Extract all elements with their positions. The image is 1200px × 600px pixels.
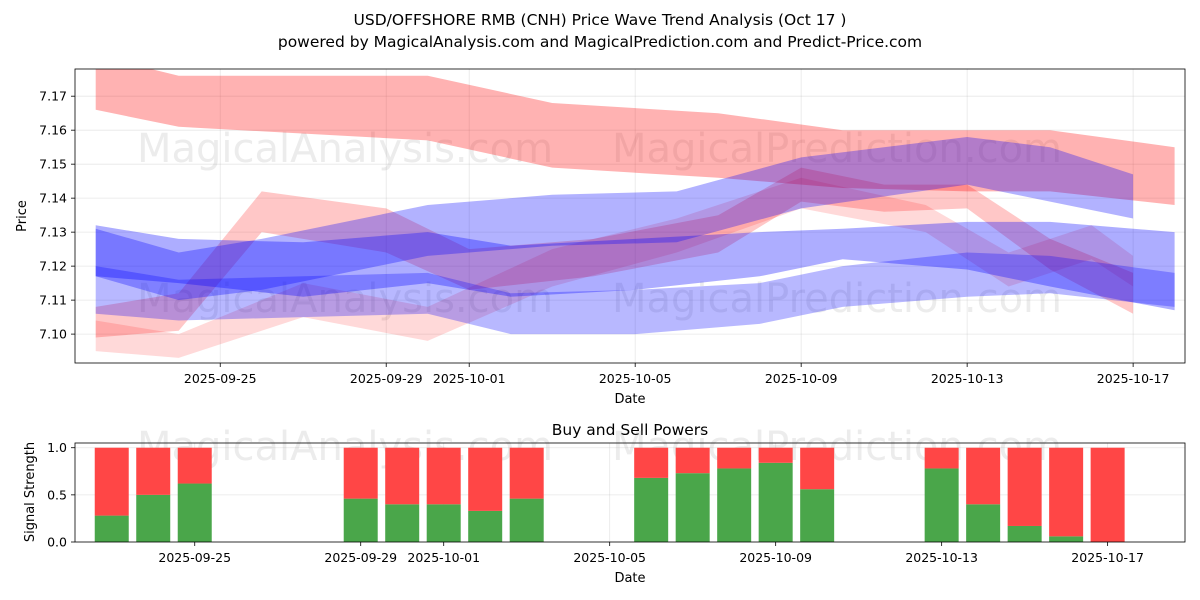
signal-x-tick-label: 2025-09-25 bbox=[158, 550, 231, 565]
sell-power-bar bbox=[1007, 447, 1042, 526]
sell-power-bar bbox=[966, 447, 1001, 505]
price-x-axis-label: Date bbox=[614, 392, 645, 407]
price-y-tick-label: 7.10 bbox=[39, 327, 67, 342]
price-x-tick-label: 2025-10-09 bbox=[765, 371, 838, 386]
buy-power-bar bbox=[675, 473, 710, 542]
price-plot-grid bbox=[75, 69, 1185, 363]
buy-power-bar bbox=[509, 498, 544, 542]
price-x-tick-label: 2025-09-29 bbox=[350, 371, 423, 386]
chart-title: USD/OFFSHORE RMB (CNH) Price Wave Trend … bbox=[354, 11, 847, 29]
buy-sell-y-axis-label: Signal Strength bbox=[23, 442, 38, 542]
signal-x-tick-label: 2025-10-17 bbox=[1071, 550, 1144, 565]
buy-power-bar bbox=[1007, 525, 1042, 542]
watermark-magicalanalysis: MagicalAnalysis.com bbox=[137, 276, 553, 322]
signal-x-tick-label: 2025-10-09 bbox=[739, 550, 812, 565]
sell-power-bar bbox=[758, 447, 793, 463]
price-plot-watermarks: MagicalAnalysis.com MagicalPrediction.co… bbox=[137, 126, 1062, 322]
buy-power-bar bbox=[177, 483, 212, 542]
buy-power-bar bbox=[94, 515, 129, 542]
price-x-tick-label: 2025-10-17 bbox=[1097, 371, 1170, 386]
price-y-axis-label: Price bbox=[15, 200, 30, 232]
sell-power-bar bbox=[675, 447, 710, 474]
price-plot-ticks: 2025-09-25 2025-09-29 2025-10-01 2025-10-05… bbox=[39, 89, 1169, 386]
chart-subtitle: powered by MagicalAnalysis.com and Magic… bbox=[278, 33, 922, 51]
sell-power-bar bbox=[509, 447, 544, 499]
signal-y-tick-label: 1.0 bbox=[47, 440, 67, 455]
buy-power-bar bbox=[758, 462, 793, 542]
buy-power-bar bbox=[343, 498, 378, 542]
signal-y-tick-label: 0.5 bbox=[47, 487, 67, 502]
sell-power-bar bbox=[1090, 447, 1125, 542]
sell-power-bar bbox=[800, 447, 835, 490]
wave-band-red bbox=[95, 167, 1134, 338]
price-y-tick-label: 7.12 bbox=[39, 259, 67, 274]
buy-power-bar bbox=[1049, 536, 1084, 542]
buy-power-bar bbox=[468, 510, 503, 542]
watermark-magicalprediction: MagicalPrediction.com bbox=[612, 276, 1062, 322]
price-wave-series bbox=[95, 69, 1175, 358]
price-y-tick-label: 7.11 bbox=[39, 293, 67, 308]
wave-band-blue bbox=[95, 252, 1175, 335]
sell-power-bar bbox=[1049, 447, 1084, 537]
wave-band-red bbox=[95, 69, 1175, 205]
watermark-magicalprediction: MagicalPrediction.com bbox=[612, 126, 1062, 172]
buy-sell-ticks: 2025-09-25 2025-09-29 2025-10-01 2025-10-05… bbox=[47, 440, 1144, 565]
price-y-tick-label: 7.14 bbox=[39, 191, 67, 206]
price-y-tick-label: 7.16 bbox=[39, 123, 67, 138]
wave-band-blue bbox=[95, 221, 1175, 311]
buy-power-bar bbox=[385, 504, 420, 542]
price-x-tick-label: 2025-10-01 bbox=[433, 371, 506, 386]
buy-power-bar bbox=[966, 504, 1001, 542]
sell-power-bar bbox=[177, 447, 212, 484]
signal-x-tick-label: 2025-10-01 bbox=[407, 550, 480, 565]
price-wave-plot: MagicalAnalysis.com MagicalPrediction.co… bbox=[15, 68, 1186, 407]
buy-sell-bars bbox=[94, 447, 1125, 542]
buy-power-bar bbox=[717, 468, 752, 542]
price-x-tick-label: 2025-09-25 bbox=[184, 371, 257, 386]
signal-x-tick-label: 2025-10-05 bbox=[573, 550, 646, 565]
price-x-tick-label: 2025-10-13 bbox=[931, 371, 1004, 386]
buy-power-bar bbox=[136, 494, 171, 542]
watermark-magicalanalysis: MagicalAnalysis.com bbox=[137, 126, 553, 172]
buy-sell-x-axis-label: Date bbox=[614, 571, 645, 586]
sell-power-bar bbox=[924, 447, 959, 469]
sell-power-bar bbox=[634, 447, 669, 478]
wave-band-red bbox=[95, 177, 1134, 358]
sell-power-bar bbox=[385, 447, 420, 505]
sell-power-bar bbox=[717, 447, 752, 469]
sell-power-bar bbox=[94, 447, 129, 516]
buy-power-bar bbox=[800, 489, 835, 542]
signal-y-tick-label: 0.0 bbox=[47, 535, 67, 550]
sell-power-bar bbox=[136, 447, 171, 495]
buy-power-bar bbox=[426, 504, 461, 542]
buy-power-bar bbox=[924, 468, 959, 542]
signal-x-tick-label: 2025-10-13 bbox=[905, 550, 978, 565]
price-y-tick-label: 7.15 bbox=[39, 157, 67, 172]
price-plot-frame bbox=[74, 68, 1186, 364]
wave-band-blue bbox=[95, 137, 1134, 301]
buy-sell-plot: Buy and Sell Powers MagicalAnalysis.com … bbox=[23, 421, 1186, 586]
price-y-tick-label: 7.13 bbox=[39, 225, 67, 240]
signal-x-tick-label: 2025-09-29 bbox=[324, 550, 397, 565]
price-y-tick-label: 7.17 bbox=[39, 89, 67, 104]
buy-sell-frame bbox=[74, 442, 1186, 543]
price-x-tick-label: 2025-10-05 bbox=[599, 371, 672, 386]
sell-power-bar bbox=[426, 447, 461, 505]
sell-power-bar bbox=[468, 447, 503, 511]
buy-sell-title: Buy and Sell Powers bbox=[552, 421, 709, 439]
buy-power-bar bbox=[634, 477, 669, 542]
sell-power-bar bbox=[343, 447, 378, 499]
